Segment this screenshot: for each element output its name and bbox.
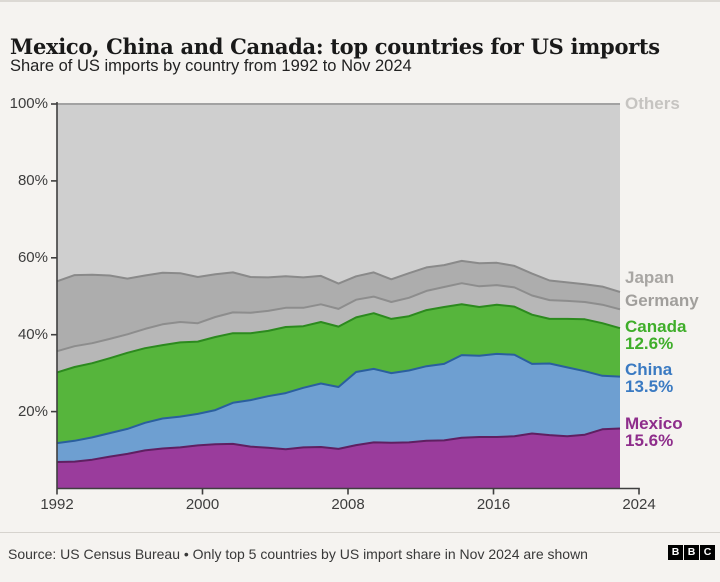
series-label-china: China 13.5% bbox=[625, 361, 720, 395]
series-label-canada: Canada 12.6% bbox=[625, 318, 720, 352]
bbc-logo-block-3: C bbox=[700, 545, 715, 560]
x-tick-1992: 1992 bbox=[40, 496, 74, 513]
source-note: Source: US Census Bureau • Only top 5 co… bbox=[8, 546, 588, 562]
series-label-others: Others bbox=[625, 94, 680, 113]
x-tick-2016: 2016 bbox=[476, 496, 511, 513]
y-tick-100: 100% bbox=[9, 95, 48, 112]
series-label-canada-pct: 12.6% bbox=[625, 334, 674, 353]
series-label-china-pct: 13.5% bbox=[625, 377, 674, 396]
page-title: Mexico, China and Canada: top countries … bbox=[10, 34, 660, 60]
page-subtitle: Share of US imports by country from 1992… bbox=[10, 57, 412, 75]
series-label-mexico-name: Mexico bbox=[625, 414, 683, 433]
footer-divider bbox=[0, 532, 720, 533]
y-tick-40: 40% bbox=[17, 326, 48, 343]
x-tick-2000: 2000 bbox=[185, 496, 220, 513]
bbc-logo-block-2: B bbox=[684, 545, 699, 560]
bbc-logo-block-1: B bbox=[668, 545, 683, 560]
series-label-japan: Japan bbox=[625, 268, 675, 287]
top-edge-divider bbox=[0, 0, 720, 2]
y-tick-20: 20% bbox=[17, 403, 48, 420]
x-tick-2024: 2024 bbox=[622, 496, 656, 513]
x-tick-2008: 2008 bbox=[331, 496, 365, 513]
series-label-mexico: Mexico 15.6% bbox=[625, 415, 720, 449]
y-tick-80: 80% bbox=[17, 172, 48, 189]
series-label-mexico-pct: 15.6% bbox=[625, 431, 674, 450]
series-label-germany: Germany bbox=[625, 291, 699, 310]
series-label-china-name: China bbox=[625, 360, 673, 379]
bbc-logo-icon: B B C bbox=[668, 545, 715, 560]
series-label-canada-name: Canada bbox=[625, 317, 687, 336]
y-tick-60: 60% bbox=[17, 249, 48, 266]
